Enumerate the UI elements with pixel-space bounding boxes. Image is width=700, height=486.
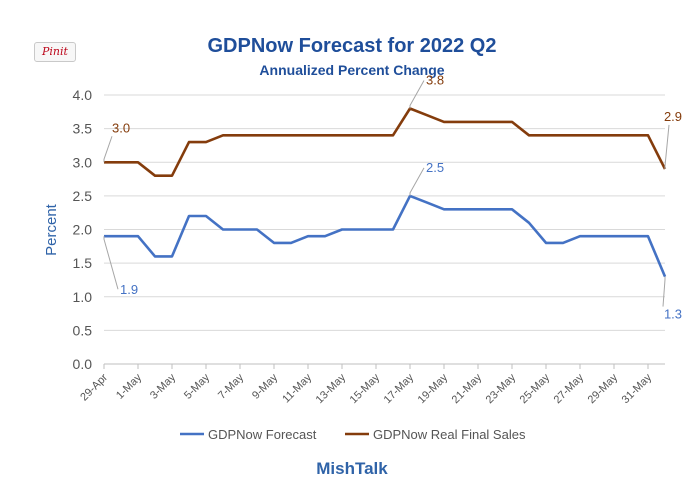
- x-tick-label: 7-May: [216, 371, 246, 401]
- data-label: 2.5: [426, 160, 444, 175]
- x-axis-ticks: 29-Apr 1-May 3-May 5-May 7-May 9-May 11-May 13-…: [78, 364, 654, 406]
- legend-label: GDPNow Forecast: [208, 427, 317, 442]
- legend: GDPNow Forecast GDPNow Real Final Sales: [180, 427, 526, 442]
- legend-label: GDPNow Real Final Sales: [373, 427, 526, 442]
- x-tick-label: 27-May: [552, 371, 587, 406]
- y-tick-label: 0.5: [73, 322, 93, 338]
- gridlines: [104, 94, 665, 365]
- series-lines: [104, 107, 667, 278]
- y-tick-label: 1.5: [73, 255, 93, 271]
- data-label-leader: [103, 136, 113, 163]
- data-label: 1.9: [120, 282, 138, 297]
- y-tick-label: 3.0: [73, 154, 93, 170]
- data-label-leader: [664, 124, 670, 169]
- y-tick-label: 4.0: [73, 87, 93, 103]
- x-tick-label: 5-May: [182, 371, 212, 401]
- y-tick-label: 0.0: [73, 356, 93, 372]
- x-tick-label: 29-May: [586, 371, 621, 406]
- y-tick-label: 1.0: [73, 289, 93, 305]
- y-tick-label: 2.0: [73, 222, 93, 238]
- y-axis-ticks: 0.0 0.5 1.0 1.5 2.0 2.5 3.0 3.5 4.0: [73, 87, 93, 372]
- data-labels: 3.0 3.8 2.9 1.9 2.5 1.3: [103, 72, 682, 322]
- x-tick-label: 25-May: [518, 371, 553, 406]
- x-tick-label: 1-May: [114, 371, 144, 401]
- y-tick-label: 2.5: [73, 188, 93, 204]
- series-line-0: [104, 194, 667, 278]
- x-tick-label: 17-May: [382, 371, 417, 406]
- x-tick-label: 11-May: [280, 371, 314, 405]
- x-tick-label: 29-Apr: [78, 371, 110, 403]
- x-tick-label: 15-May: [348, 371, 383, 406]
- data-label-leader: [103, 236, 119, 290]
- data-label: 1.3: [664, 307, 682, 322]
- x-tick-label: 21-May: [450, 371, 485, 406]
- chart-subtitle: Annualized Percent Change: [259, 62, 444, 78]
- pinterest-pin-button[interactable]: Pinit: [34, 42, 76, 62]
- data-label: 3.0: [112, 120, 130, 135]
- series-line-1: [104, 107, 667, 177]
- x-tick-label: 23-May: [484, 371, 519, 406]
- x-tick-label: 31-May: [620, 371, 655, 406]
- x-tick-label: 9-May: [250, 371, 280, 401]
- x-tick-label: 19-May: [416, 371, 451, 406]
- data-label: 2.9: [664, 109, 682, 124]
- credit-text: MishTalk: [316, 459, 388, 478]
- data-label-leader: [409, 80, 425, 109]
- data-label-leader: [409, 167, 425, 196]
- x-tick-label: 13-May: [314, 371, 349, 406]
- data-label: 3.8: [426, 72, 444, 87]
- chart-title: GDPNow Forecast for 2022 Q2: [208, 35, 497, 57]
- data-label-leader: [662, 276, 666, 307]
- y-tick-label: 3.5: [73, 121, 93, 137]
- y-axis-label: Percent: [43, 203, 60, 256]
- x-tick-label: 3-May: [148, 371, 178, 401]
